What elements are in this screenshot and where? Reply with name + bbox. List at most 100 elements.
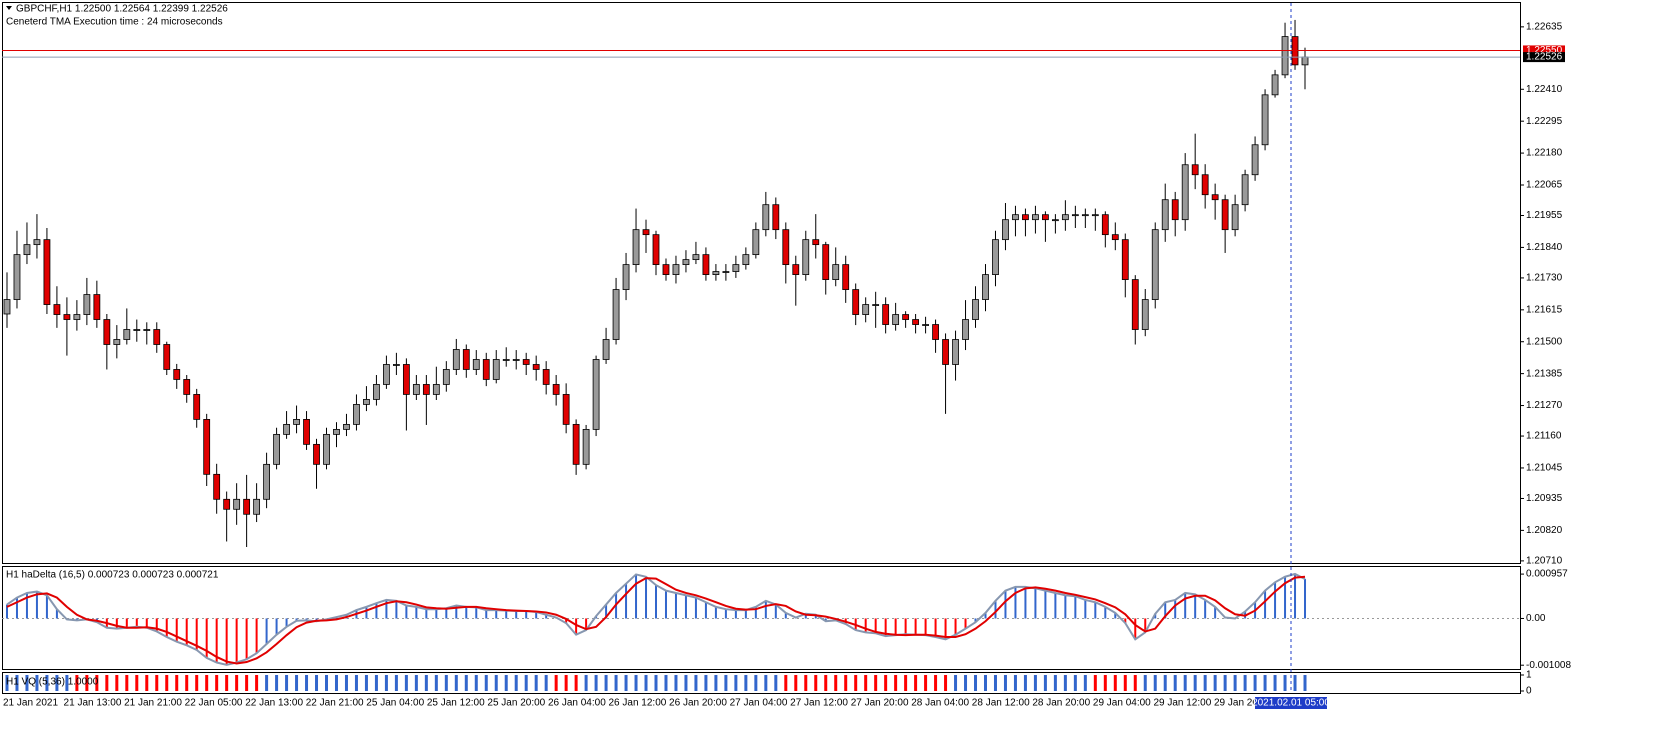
candle-body bbox=[532, 364, 540, 370]
y-tick-label: 0.00 bbox=[1526, 613, 1546, 624]
candle-body bbox=[1171, 199, 1179, 221]
histogram-bar bbox=[924, 618, 927, 636]
histogram-bar bbox=[175, 618, 178, 642]
candle-body bbox=[1191, 164, 1199, 176]
signal-line bbox=[6, 575, 1306, 665]
histogram-bar bbox=[55, 675, 59, 691]
candle-body bbox=[1081, 214, 1089, 217]
histogram-bar bbox=[145, 618, 148, 628]
candle-body bbox=[383, 364, 390, 385]
candle-body bbox=[263, 463, 270, 500]
collapse-icon bbox=[6, 6, 12, 10]
price-panel-frame bbox=[2, 2, 1521, 564]
candle-body bbox=[303, 419, 310, 445]
histogram-bar bbox=[285, 618, 288, 627]
histogram-bar bbox=[1194, 594, 1197, 619]
candle-body bbox=[1181, 164, 1189, 221]
candle-body bbox=[432, 384, 440, 395]
histogram-bar bbox=[165, 618, 168, 638]
y-tick-label: 1.21955 bbox=[1526, 210, 1563, 221]
histogram-bar bbox=[565, 618, 568, 624]
histogram-bar bbox=[1283, 675, 1287, 691]
histogram-bar bbox=[694, 597, 697, 619]
histogram-bar bbox=[495, 610, 498, 619]
candle-body bbox=[1051, 219, 1059, 222]
candle-body bbox=[672, 264, 680, 275]
histogram-bar bbox=[605, 604, 608, 619]
candle-body bbox=[892, 314, 900, 325]
histogram-bar bbox=[125, 675, 129, 691]
candle-body bbox=[1131, 279, 1139, 330]
x-tick-label: 29 Jan 20:00 bbox=[1214, 698, 1272, 709]
histogram-bar bbox=[225, 675, 229, 691]
histogram-bar bbox=[465, 606, 468, 619]
candle-body bbox=[163, 344, 171, 370]
histogram-bar bbox=[514, 675, 518, 691]
histogram-bar bbox=[235, 675, 239, 691]
histogram-bar bbox=[714, 606, 717, 619]
histogram-bar bbox=[35, 675, 39, 691]
candle-body bbox=[1032, 214, 1039, 221]
histogram-bar bbox=[1013, 675, 1017, 691]
histogram-bar bbox=[704, 675, 708, 691]
candle-body bbox=[273, 433, 280, 465]
histogram-bar bbox=[415, 606, 418, 619]
histogram-bar bbox=[964, 675, 968, 691]
histogram-bar bbox=[1104, 606, 1107, 619]
candle-body bbox=[333, 428, 340, 435]
histogram-bar bbox=[384, 675, 388, 691]
price-label-box bbox=[1523, 52, 1565, 63]
y-tick-label: 1.21045 bbox=[1526, 463, 1563, 474]
candle-body bbox=[882, 304, 890, 325]
candle-body bbox=[203, 419, 211, 475]
candle-body bbox=[412, 384, 420, 395]
histogram-bar bbox=[784, 612, 787, 619]
histogram-bar bbox=[145, 675, 149, 691]
histogram-bar bbox=[85, 675, 89, 691]
histogram-bar bbox=[1184, 592, 1187, 619]
histogram-bar bbox=[195, 675, 199, 691]
histogram-bar bbox=[1074, 596, 1077, 619]
candle-body bbox=[63, 314, 71, 320]
candle-body bbox=[1141, 299, 1149, 330]
candle-body bbox=[662, 264, 670, 275]
histogram-bar bbox=[1064, 595, 1067, 619]
candle-body bbox=[313, 443, 320, 465]
histogram-bar bbox=[1023, 675, 1027, 691]
histogram-bar bbox=[374, 675, 378, 691]
candle-body bbox=[1161, 199, 1169, 231]
candle-body bbox=[143, 329, 151, 331]
histogram-bar bbox=[993, 675, 997, 691]
histogram-bar bbox=[445, 608, 448, 619]
histogram-bar bbox=[505, 610, 508, 619]
histogram-bar bbox=[1263, 675, 1267, 691]
candle-body bbox=[1241, 174, 1249, 206]
y-tick-label: 1.21500 bbox=[1526, 336, 1563, 347]
histogram-bar bbox=[974, 675, 978, 691]
candle-body bbox=[223, 498, 231, 510]
candle-body bbox=[782, 229, 790, 266]
x-tick-label: 25 Jan 20:00 bbox=[487, 698, 545, 709]
histogram-bar bbox=[1193, 675, 1197, 691]
histogram-bar bbox=[1124, 618, 1127, 624]
candle-body bbox=[123, 329, 131, 340]
candle-body bbox=[1221, 199, 1229, 231]
histogram-bar bbox=[205, 618, 208, 658]
histogram-bar bbox=[664, 590, 667, 619]
candle-body bbox=[1251, 144, 1259, 176]
y-tick-label: 1.22295 bbox=[1526, 116, 1563, 127]
histogram-bar bbox=[444, 675, 448, 691]
y-tick-label: 1.20935 bbox=[1526, 493, 1563, 504]
candle-body bbox=[642, 229, 650, 236]
candle-body bbox=[702, 254, 710, 275]
candle-body bbox=[802, 239, 810, 275]
candle-body bbox=[1071, 214, 1079, 217]
y-tick-label: 0 bbox=[1526, 686, 1532, 697]
x-tick-label: 28 Jan 04:00 bbox=[911, 698, 969, 709]
histogram-bar bbox=[334, 675, 338, 691]
histogram-bar bbox=[1294, 573, 1297, 619]
y-tick-label: 1.20710 bbox=[1526, 556, 1563, 567]
histogram-bar bbox=[484, 675, 488, 691]
